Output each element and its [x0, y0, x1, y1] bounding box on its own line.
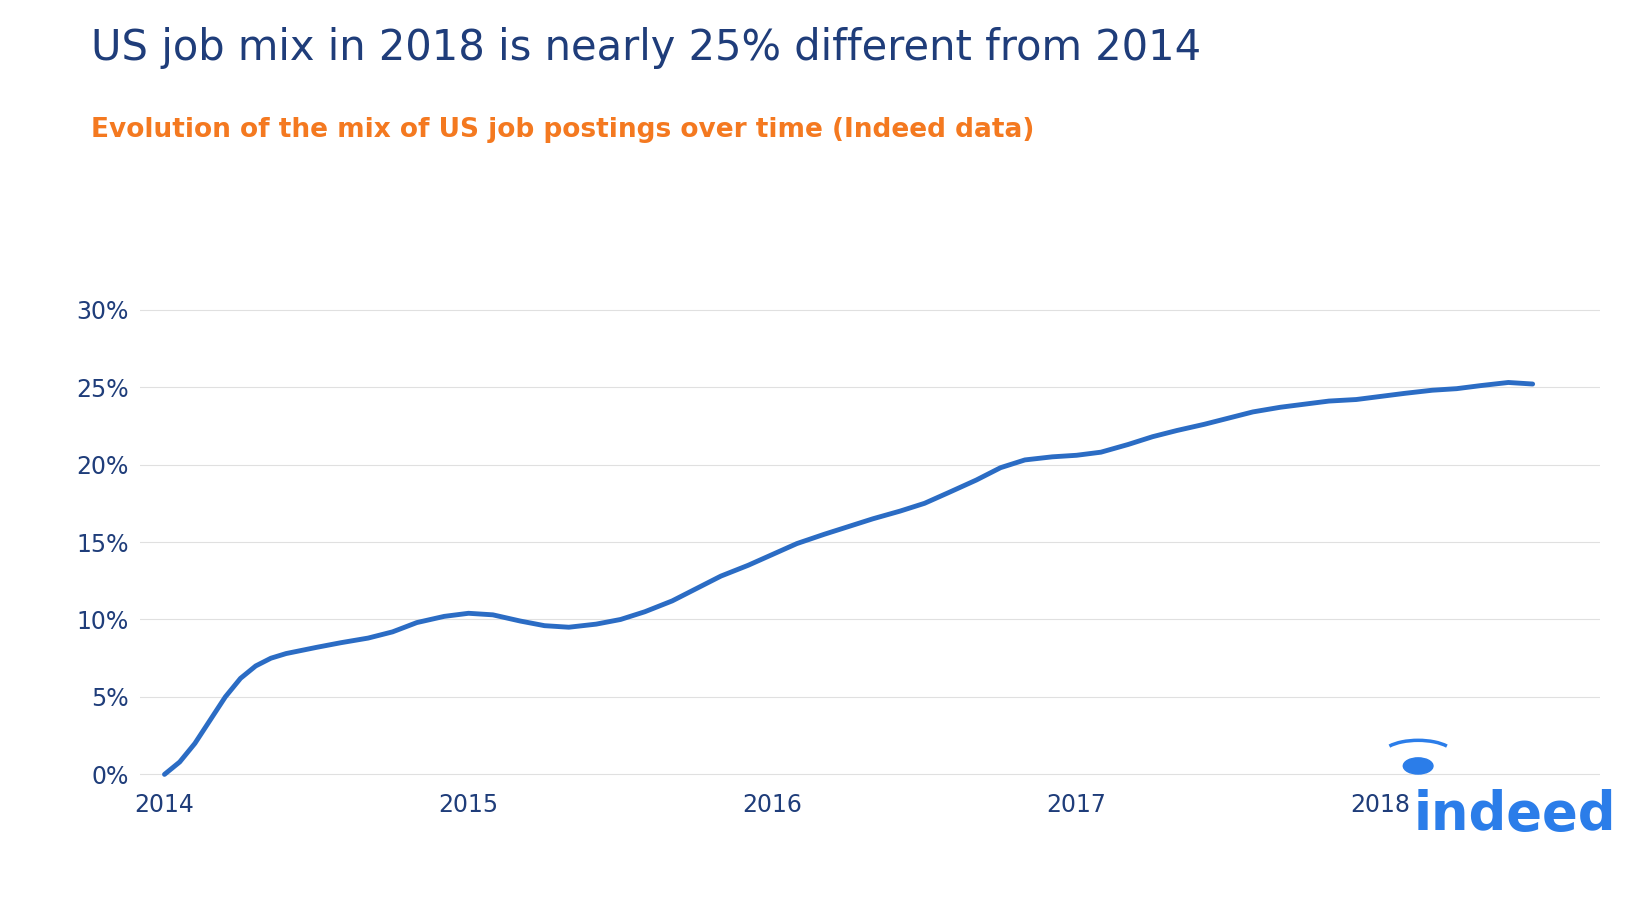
Text: Evolution of the mix of US job postings over time (Indeed data): Evolution of the mix of US job postings … [91, 117, 1033, 143]
Circle shape [1402, 758, 1432, 774]
Text: US job mix in 2018 is nearly 25% different from 2014: US job mix in 2018 is nearly 25% differe… [91, 27, 1200, 69]
Text: indeed: indeed [1412, 788, 1615, 841]
